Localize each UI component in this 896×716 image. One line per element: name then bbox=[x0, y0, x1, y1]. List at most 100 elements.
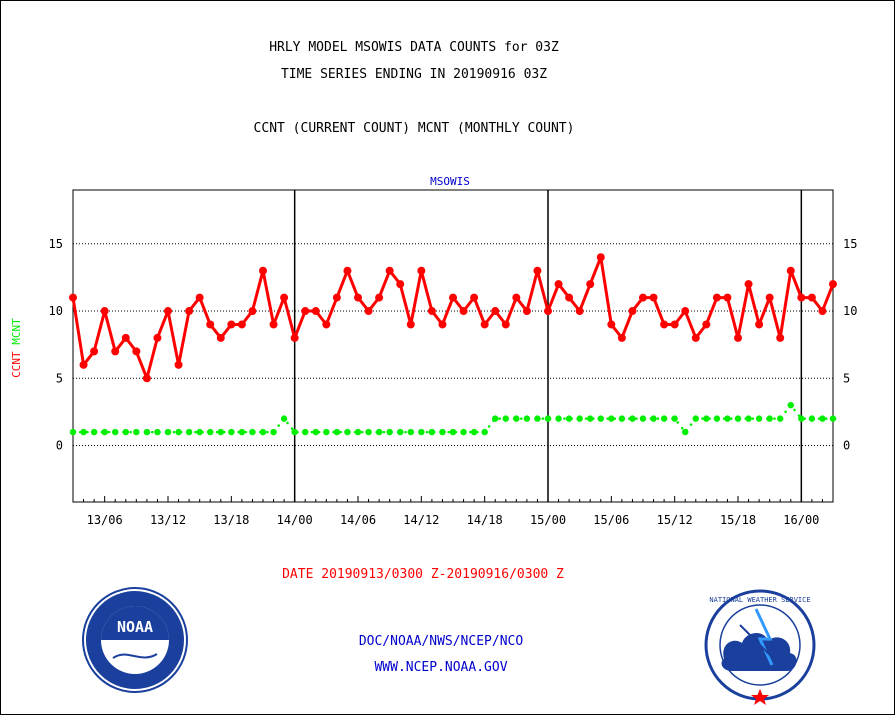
data-point-mcnt bbox=[90, 428, 98, 436]
data-point-mcnt bbox=[397, 428, 404, 436]
data-point-ccnt bbox=[259, 266, 267, 275]
chart-title: MSOWIS bbox=[430, 175, 470, 188]
data-point-ccnt bbox=[100, 307, 109, 316]
data-point-ccnt bbox=[142, 374, 151, 383]
data-point-ccnt bbox=[554, 280, 563, 289]
data-point-mcnt bbox=[386, 428, 393, 436]
data-point-ccnt bbox=[111, 347, 120, 356]
data-point-mcnt bbox=[154, 428, 161, 436]
data-point-ccnt bbox=[248, 307, 257, 316]
data-point-mcnt bbox=[639, 415, 647, 422]
data-point-mcnt bbox=[407, 428, 414, 436]
y-label-ccnt: CCNT bbox=[10, 351, 23, 378]
data-point-ccnt bbox=[617, 333, 626, 342]
data-point-mcnt bbox=[703, 415, 710, 422]
data-point-ccnt bbox=[628, 307, 637, 316]
data-point-mcnt bbox=[766, 415, 773, 422]
data-point-ccnt bbox=[459, 307, 468, 316]
data-point-mcnt bbox=[734, 415, 742, 422]
data-point-mcnt bbox=[175, 428, 182, 436]
y-tick-label-right: 0 bbox=[843, 439, 850, 453]
data-point-mcnt bbox=[492, 415, 499, 422]
data-point-mcnt bbox=[344, 428, 351, 436]
noaa-logo-label: NOAA bbox=[117, 618, 153, 636]
data-point-ccnt bbox=[406, 320, 415, 329]
data-point-ccnt bbox=[575, 307, 584, 316]
data-point-ccnt bbox=[427, 307, 436, 316]
data-point-mcnt bbox=[80, 428, 87, 436]
data-point-ccnt bbox=[206, 320, 215, 329]
data-point-ccnt bbox=[786, 266, 795, 275]
data-point-ccnt bbox=[216, 333, 225, 342]
org-line: DOC/NOAA/NWS/NCEP/NCO bbox=[359, 634, 524, 649]
data-point-ccnt bbox=[311, 307, 320, 316]
data-point-ccnt bbox=[660, 320, 669, 329]
data-point-mcnt bbox=[608, 415, 615, 422]
data-point-mcnt bbox=[650, 415, 657, 422]
y-tick-label-left: 0 bbox=[56, 439, 63, 453]
x-tick-label: 16/00 bbox=[783, 513, 819, 527]
x-tick-label: 14/18 bbox=[467, 513, 503, 527]
data-point-ccnt bbox=[765, 293, 774, 302]
data-point-mcnt bbox=[502, 415, 509, 422]
data-point-ccnt bbox=[121, 333, 130, 342]
y-axis-label: CCNT MCNT bbox=[10, 318, 23, 378]
data-point-mcnt bbox=[185, 428, 193, 436]
y-tick-label-right: 10 bbox=[843, 304, 857, 318]
data-point-ccnt bbox=[470, 293, 479, 302]
nws-logo-label: NATIONAL WEATHER SERVICE bbox=[709, 596, 810, 604]
subtitle: CCNT (CURRENT COUNT) MCNT (MONTHLY COUNT… bbox=[254, 121, 575, 136]
data-point-mcnt bbox=[112, 428, 119, 436]
data-point-ccnt bbox=[301, 307, 310, 316]
data-point-mcnt bbox=[449, 428, 457, 436]
data-point-ccnt bbox=[639, 293, 647, 302]
data-point-ccnt bbox=[343, 266, 352, 275]
data-point-ccnt bbox=[522, 307, 531, 316]
data-point-ccnt bbox=[332, 293, 341, 302]
data-point-ccnt bbox=[512, 293, 521, 302]
data-point-mcnt bbox=[428, 428, 436, 436]
y-tick-label-right: 15 bbox=[843, 237, 857, 251]
data-point-ccnt bbox=[132, 347, 141, 356]
data-point-ccnt bbox=[586, 280, 595, 289]
data-point-ccnt bbox=[79, 360, 88, 369]
data-point-ccnt bbox=[90, 347, 99, 356]
data-point-ccnt bbox=[280, 293, 289, 302]
data-point-mcnt bbox=[302, 428, 309, 436]
data-point-ccnt bbox=[449, 293, 457, 302]
x-tick-label: 13/18 bbox=[213, 513, 249, 527]
data-point-mcnt bbox=[101, 428, 108, 436]
data-point-ccnt bbox=[195, 293, 204, 302]
data-point-ccnt bbox=[744, 280, 753, 289]
data-point-mcnt bbox=[259, 428, 267, 436]
data-point-mcnt bbox=[587, 415, 594, 422]
data-point-ccnt bbox=[607, 320, 616, 329]
data-point-ccnt bbox=[544, 307, 552, 316]
data-point-ccnt bbox=[354, 293, 362, 302]
data-point-ccnt bbox=[69, 293, 77, 302]
data-point-ccnt bbox=[702, 320, 711, 329]
data-point-mcnt bbox=[207, 428, 214, 436]
data-point-mcnt bbox=[787, 401, 794, 409]
data-point-mcnt bbox=[143, 428, 151, 436]
data-point-ccnt bbox=[691, 333, 700, 342]
data-point-mcnt bbox=[217, 428, 224, 436]
x-tick-label: 13/06 bbox=[87, 513, 123, 527]
data-point-mcnt bbox=[618, 415, 626, 422]
data-point-mcnt bbox=[671, 415, 678, 422]
data-point-mcnt bbox=[576, 415, 583, 422]
data-point-mcnt bbox=[418, 428, 425, 436]
x-tick-label: 15/06 bbox=[593, 513, 629, 527]
data-point-mcnt bbox=[238, 428, 246, 436]
data-point-mcnt bbox=[808, 415, 816, 422]
data-point-mcnt bbox=[280, 415, 288, 422]
data-point-mcnt bbox=[692, 415, 699, 422]
data-point-mcnt bbox=[682, 428, 689, 436]
nws-logo-icon: NATIONAL WEATHER SERVICE bbox=[704, 589, 816, 705]
data-point-ccnt bbox=[755, 320, 764, 329]
y-tick-label-right: 5 bbox=[843, 371, 850, 385]
data-point-ccnt bbox=[807, 293, 816, 302]
data-point-ccnt bbox=[385, 266, 394, 275]
x-tick-label: 15/12 bbox=[657, 513, 693, 527]
data-point-mcnt bbox=[122, 428, 129, 436]
